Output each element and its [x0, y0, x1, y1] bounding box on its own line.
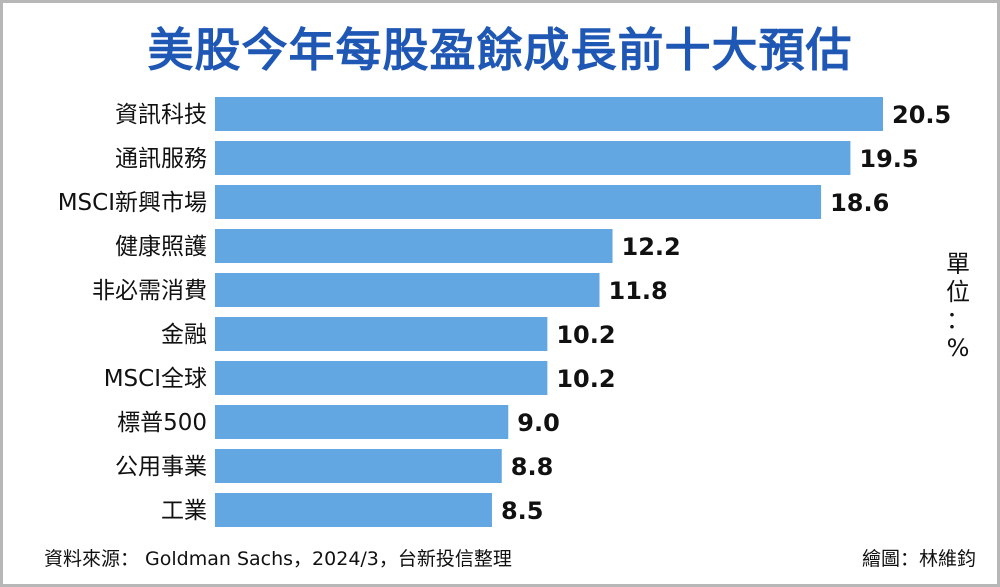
value-label-6: 10.2 [556, 365, 615, 393]
unit-char-4: % [946, 334, 970, 362]
value-label-3: 12.2 [622, 233, 681, 261]
unit-char-1: 單 [946, 250, 970, 278]
value-label-4: 11.8 [609, 277, 668, 305]
value-label-7: 9.0 [517, 409, 560, 437]
bar-4 [215, 273, 600, 307]
category-label-4: 非必需消費 [92, 278, 207, 304]
value-label-8: 8.8 [511, 453, 554, 481]
category-label-9: 工業 [161, 498, 207, 524]
graphic-credit: 繪圖：林維鈞 [861, 548, 976, 570]
value-label-0: 20.5 [892, 101, 951, 129]
unit-char-3: ： [946, 306, 970, 334]
bar-6 [215, 361, 548, 395]
unit-label: 單 位 ： % [938, 250, 978, 362]
category-label-2: MSCI新興市場 [58, 190, 207, 216]
bar-8 [215, 449, 502, 483]
bar-2 [215, 185, 822, 219]
bar-3 [215, 229, 613, 263]
bar-5 [215, 317, 548, 351]
bar-0 [215, 97, 883, 131]
bar-7 [215, 405, 509, 439]
category-label-8: 公用事業 [115, 454, 207, 480]
category-label-7: 標普500 [117, 410, 207, 436]
bar-9 [215, 493, 492, 527]
value-label-9: 8.5 [501, 497, 544, 525]
category-label-0: 資訊科技 [115, 102, 207, 128]
chart-title: 美股今年每股盈餘成長前十大預估 [147, 23, 853, 77]
value-label-1: 19.5 [859, 145, 918, 173]
bar-1 [215, 141, 851, 175]
value-label-5: 10.2 [556, 321, 615, 349]
value-label-2: 18.6 [830, 189, 889, 217]
category-label-6: MSCI全球 [104, 366, 207, 392]
unit-char-2: 位 [946, 278, 970, 306]
source-note: 資料來源： Goldman Sachs，2024/3，台新投信整理 [44, 548, 512, 570]
category-label-3: 健康照護 [115, 234, 207, 260]
category-label-1: 通訊服務 [115, 146, 207, 172]
category-label-5: 金融 [161, 322, 207, 348]
